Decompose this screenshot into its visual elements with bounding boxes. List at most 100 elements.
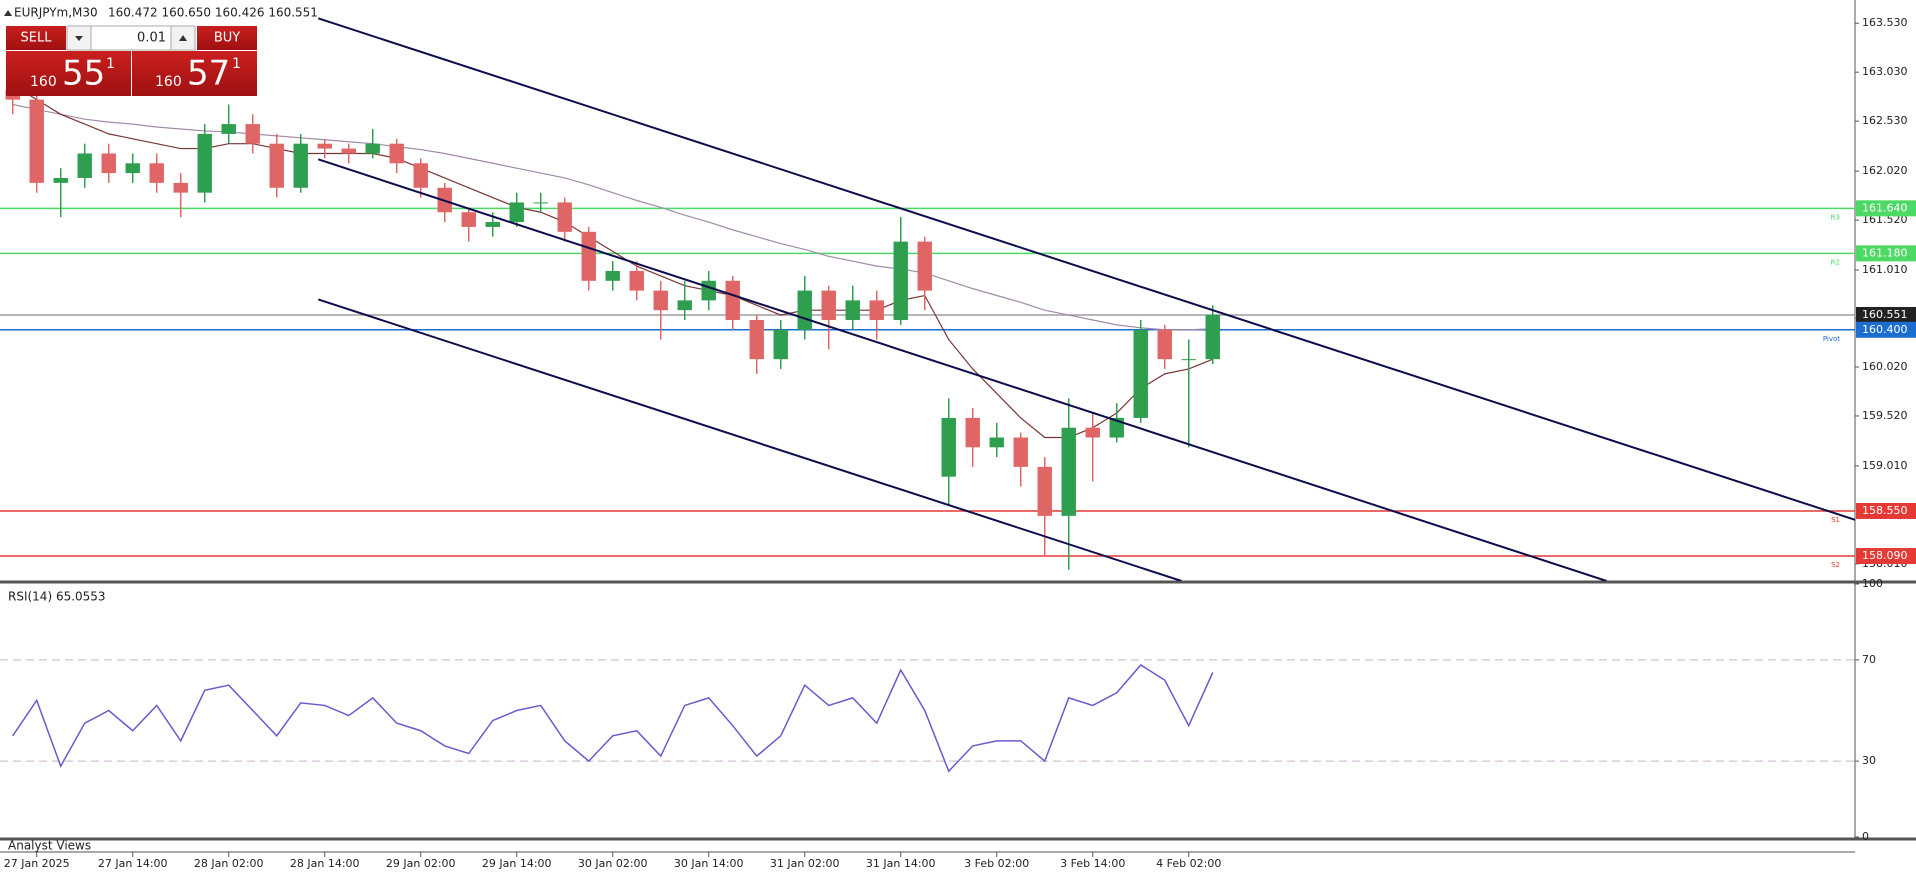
candle-body xyxy=(533,202,548,204)
ohlc: 160.472 160.650 160.426 160.551 xyxy=(108,6,318,20)
candle-body xyxy=(149,163,164,183)
candle-body xyxy=(101,153,116,174)
candle-body xyxy=(365,143,380,154)
level-label: 158.550 xyxy=(1862,504,1908,517)
x-tick-label: 29 Jan 02:00 xyxy=(386,857,456,870)
candle-body xyxy=(317,143,332,149)
y-tick-label: 159.520 xyxy=(1862,409,1908,422)
sell-price-main: 55 xyxy=(62,54,105,94)
candle-body xyxy=(917,241,932,291)
candle-body xyxy=(965,417,980,448)
candle-body xyxy=(989,437,1004,448)
level-label: 160.551 xyxy=(1862,308,1908,321)
level-tag: Pivot xyxy=(1823,335,1840,343)
x-tick-label: 30 Jan 14:00 xyxy=(674,857,744,870)
rsi-tick-label: 30 xyxy=(1862,754,1876,767)
collapse-icon[interactable] xyxy=(4,10,12,16)
candle-body xyxy=(701,280,716,301)
x-tick-label: 4 Feb 02:00 xyxy=(1156,857,1221,870)
y-tick-label: 159.010 xyxy=(1862,459,1908,472)
buy-price-main: 57 xyxy=(187,54,230,94)
candle-body xyxy=(341,148,356,154)
candle-body xyxy=(821,290,836,320)
candle-body xyxy=(845,300,860,320)
level-box xyxy=(1856,245,1916,262)
candle-body xyxy=(941,417,956,477)
level-box xyxy=(1856,548,1916,565)
level-tag: R2 xyxy=(1831,258,1840,266)
level-label: 158.090 xyxy=(1862,549,1908,562)
candle-body xyxy=(485,222,500,227)
buy-price-box[interactable] xyxy=(132,51,257,96)
candle-body xyxy=(77,153,92,178)
symbol: EURJPYm,M30 xyxy=(14,6,98,20)
candle-body xyxy=(389,143,404,164)
x-tick-label: 30 Jan 02:00 xyxy=(578,857,648,870)
candle-body xyxy=(893,241,908,320)
trendline xyxy=(317,17,1855,521)
sell-price-box[interactable] xyxy=(6,51,131,96)
candle-body xyxy=(413,163,428,188)
sell-label: SELL xyxy=(21,31,53,46)
candle-body xyxy=(29,99,44,183)
candle-body xyxy=(677,300,692,311)
level-tag: S1 xyxy=(1831,516,1840,524)
sell-price-sup: 1 xyxy=(106,56,115,72)
footer: Analyst Views xyxy=(8,839,91,853)
trendline xyxy=(317,298,1182,581)
candle-body xyxy=(557,202,572,232)
candle-body xyxy=(725,280,740,320)
candle-body xyxy=(653,290,668,311)
moving-average xyxy=(12,103,1213,331)
level-label: 161.640 xyxy=(1862,201,1908,214)
candle-body xyxy=(221,124,236,134)
y-tick-label: 163.030 xyxy=(1862,65,1908,78)
candle-body xyxy=(1013,437,1028,467)
candle-body xyxy=(461,212,476,227)
y-tick-label: 162.530 xyxy=(1862,114,1908,127)
y-tick-label: 161.520 xyxy=(1862,213,1908,226)
candle-body xyxy=(1085,427,1100,438)
candle-body xyxy=(629,271,644,291)
candle-body xyxy=(749,319,764,360)
candle-body xyxy=(581,231,596,281)
level-label: 161.180 xyxy=(1862,246,1908,259)
sell-price-big: 160 xyxy=(30,74,57,90)
x-tick-label: 27 Jan 14:00 xyxy=(98,857,168,870)
candle-body xyxy=(1157,329,1172,360)
candle-body xyxy=(797,290,812,330)
sell-button[interactable] xyxy=(6,26,66,50)
level-tag: R3 xyxy=(1831,213,1840,221)
x-tick-label: 27 Jan 2025 xyxy=(4,857,70,870)
axes: 163.530 163.030 162.530 162.020 161.520 161.0… xyxy=(4,16,1916,870)
x-tick-label: 31 Jan 14:00 xyxy=(866,857,936,870)
level-box xyxy=(1856,321,1916,338)
x-tick-label: 29 Jan 14:00 xyxy=(482,857,552,870)
rsi-tick-label: 0 xyxy=(1862,830,1869,843)
y-tick-label: 163.530 xyxy=(1862,16,1908,29)
lot-value: 0.01 xyxy=(137,31,166,46)
buy-label: BUY xyxy=(214,31,240,46)
rsi-tick-label: 70 xyxy=(1862,653,1876,666)
candle-body xyxy=(1181,359,1196,361)
y-tick-label: 162.020 xyxy=(1862,164,1908,177)
buy-price-sup: 1 xyxy=(232,56,241,72)
level-box xyxy=(1856,502,1916,519)
x-tick-label: 28 Jan 02:00 xyxy=(194,857,264,870)
rsi-title: RSI(14) 65.0553 xyxy=(8,590,106,604)
candle-body xyxy=(197,133,212,193)
candle-body xyxy=(53,177,68,183)
candle-body xyxy=(293,143,308,188)
moving-average xyxy=(12,84,1213,439)
arrow-up xyxy=(179,35,187,41)
candle-body xyxy=(125,163,140,174)
candle-body xyxy=(173,182,188,193)
buy-button[interactable] xyxy=(197,26,257,50)
buy-price-big: 160 xyxy=(155,74,182,90)
candle-body xyxy=(1205,314,1220,360)
rsi-line xyxy=(12,663,1214,773)
level-label: 160.400 xyxy=(1862,323,1908,336)
arrow-down xyxy=(75,36,83,41)
